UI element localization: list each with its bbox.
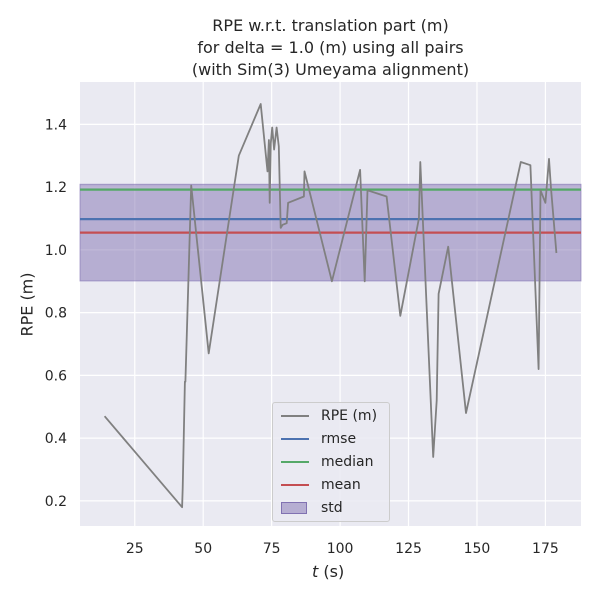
x-tick-label: 75 <box>263 541 281 557</box>
y-tick-labels: 0.2 0.4 0.6 0.8 1.0 1.2 1.4 <box>45 117 67 510</box>
y-axis-label: RPE (m) <box>17 272 37 337</box>
chart-title-line-3: (with Sim(3) Umeyama alignment) <box>191 60 470 79</box>
legend-label-rpe: RPE (m) <box>321 408 378 424</box>
rpe-series-line <box>103 103 558 509</box>
x-tick-label: 25 <box>126 541 144 557</box>
legend-item-rmse: rmse <box>281 429 356 449</box>
legend-item-std: std <box>281 498 343 518</box>
legend-label-median: median <box>321 454 374 470</box>
legend-label-rmse: rmse <box>321 431 357 447</box>
y-tick-label: 0.8 <box>45 306 67 322</box>
x-tick-labels: 25 50 75 100 125 150 175 <box>126 541 559 557</box>
legend-item-rpe: RPE (m) <box>281 406 377 426</box>
legend: RPE (m) rmse median mean std <box>272 402 390 522</box>
legend-item-mean: mean <box>281 475 361 495</box>
legend-swatch-median <box>281 461 309 463</box>
y-tick-label: 0.2 <box>45 494 67 510</box>
legend-swatch-mean <box>281 484 309 486</box>
y-tick-label: 0.6 <box>45 368 67 384</box>
chart-title-line-2: for delta = 1.0 (m) using all pairs <box>197 38 464 57</box>
x-axis-label-unit: (s) <box>318 562 345 581</box>
y-tick-label: 1.2 <box>45 180 67 196</box>
x-tick-label: 125 <box>395 541 422 557</box>
legend-swatch-rpe <box>281 415 309 417</box>
x-tick-label: 175 <box>532 541 559 557</box>
x-axis-label-var: t <box>312 562 319 581</box>
legend-swatch-std <box>281 502 307 514</box>
x-axis-label: t (s) <box>312 562 344 581</box>
legend-label-std: std <box>321 500 343 516</box>
chart-title-line-1: RPE w.r.t. translation part (m) <box>212 16 449 35</box>
legend-item-median: median <box>281 452 373 472</box>
legend-label-mean: mean <box>321 477 361 493</box>
x-tick-label: 100 <box>327 541 354 557</box>
x-tick-label: 50 <box>194 541 212 557</box>
y-tick-label: 1.4 <box>45 117 67 133</box>
y-tick-label: 1.0 <box>45 243 67 259</box>
grid-lines <box>80 82 581 526</box>
x-tick-label: 150 <box>464 541 491 557</box>
legend-swatch-rmse <box>281 438 309 440</box>
y-tick-label: 0.4 <box>45 431 67 447</box>
